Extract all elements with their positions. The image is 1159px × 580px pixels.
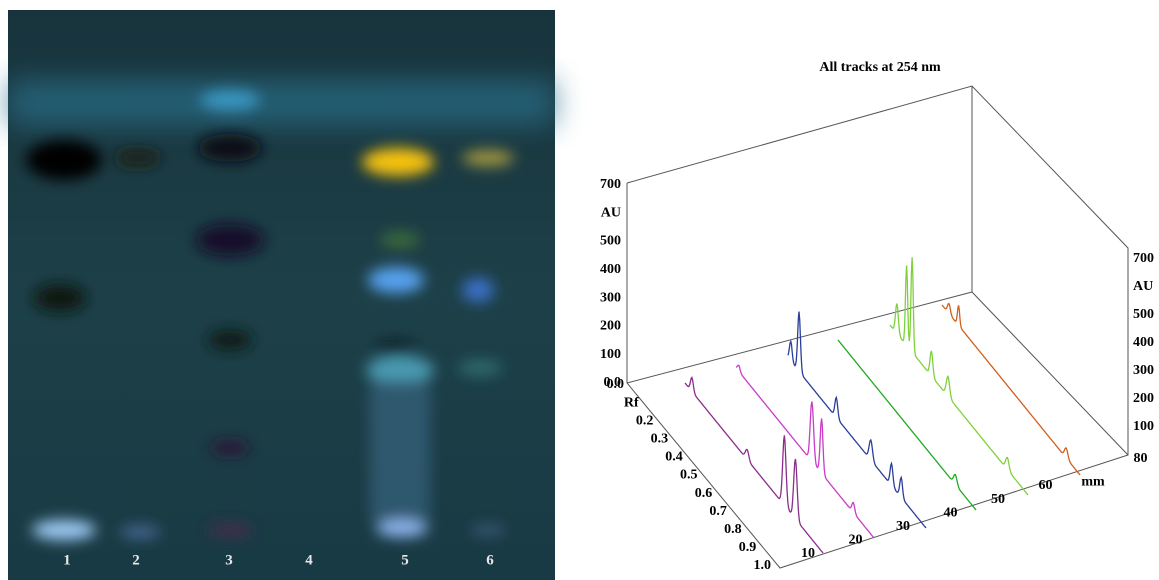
mm-axis-label: 30 bbox=[896, 519, 910, 534]
left-axis-label: 200 bbox=[600, 319, 621, 334]
traces bbox=[684, 257, 1081, 554]
tlc-plate: 1 2 3 4 5 6 bbox=[8, 10, 555, 580]
mm-axis-label: 40 bbox=[944, 505, 958, 520]
rf-axis-label: 0.5 bbox=[680, 468, 698, 483]
mm-axis-label: 20 bbox=[849, 533, 863, 548]
right-axis-label: AU bbox=[1133, 279, 1153, 294]
right-axis-label: 300 bbox=[1133, 363, 1154, 378]
rf-axis-label: 0.3 bbox=[651, 432, 669, 447]
trace bbox=[941, 302, 1081, 476]
left-axis-label: 0.0 bbox=[604, 375, 622, 390]
mm-axis-label: 60 bbox=[1039, 478, 1053, 493]
trace bbox=[837, 339, 977, 511]
rf-axis-label: 0.6 bbox=[695, 486, 713, 501]
rf-axis-label: 0.7 bbox=[709, 504, 727, 519]
mm-axis-label: 50 bbox=[991, 492, 1005, 507]
right-axis-label: 700 bbox=[1133, 251, 1154, 266]
left-axis-label: 700 bbox=[600, 177, 621, 192]
rf-axis-label: 1.0 bbox=[754, 558, 772, 573]
right-axis-label: 100 bbox=[1133, 419, 1154, 434]
rf-axis-label: 0.0 bbox=[607, 377, 625, 392]
trace bbox=[735, 364, 875, 539]
left-axis-label: 300 bbox=[600, 290, 621, 305]
lane-label: 2 bbox=[132, 552, 140, 568]
chart-title: All tracks at 254 nm bbox=[819, 60, 941, 75]
axes-frame bbox=[626, 85, 1129, 569]
left-axis-label: 400 bbox=[600, 262, 621, 277]
mm-axis-label: mm bbox=[1081, 475, 1105, 490]
trace bbox=[787, 311, 927, 529]
rf-axis-label: 0.4 bbox=[665, 450, 683, 465]
rf-axis-label: 0.9 bbox=[739, 540, 757, 555]
lane-label: 6 bbox=[486, 552, 494, 568]
right-axis-label: 200 bbox=[1133, 391, 1154, 406]
rf-axis-label: 0.2 bbox=[636, 413, 654, 428]
tick-labels: 0.0 100 200 300 400 500 AU 700 100 200 300 400 500 AU… bbox=[600, 177, 1154, 573]
lane-label: 3 bbox=[225, 552, 233, 568]
densitogram: All tracks at 254 nm 0.0 100 200 300 400 500 A… bbox=[600, 60, 1154, 573]
lane-label: 1 bbox=[63, 552, 71, 568]
mm-axis-label: 80 bbox=[1134, 451, 1148, 466]
solvent-front bbox=[8, 80, 555, 125]
lane-label: 4 bbox=[305, 552, 313, 568]
right-axis-label: 500 bbox=[1133, 307, 1154, 322]
lane-labels: 1 2 3 4 5 6 bbox=[63, 552, 494, 568]
trace bbox=[684, 376, 824, 554]
spots bbox=[26, 90, 514, 540]
left-axis-label: AU bbox=[601, 205, 621, 220]
right-axis-label: 400 bbox=[1133, 335, 1154, 350]
mm-axis-label: 10 bbox=[801, 546, 815, 561]
trace bbox=[889, 257, 1029, 496]
rf-axis-label: 0.8 bbox=[724, 522, 742, 537]
left-axis-label: 500 bbox=[600, 234, 621, 249]
lane-label: 5 bbox=[401, 552, 409, 568]
left-axis-label: 100 bbox=[600, 347, 621, 362]
rf-axis-label: Rf bbox=[624, 395, 639, 410]
